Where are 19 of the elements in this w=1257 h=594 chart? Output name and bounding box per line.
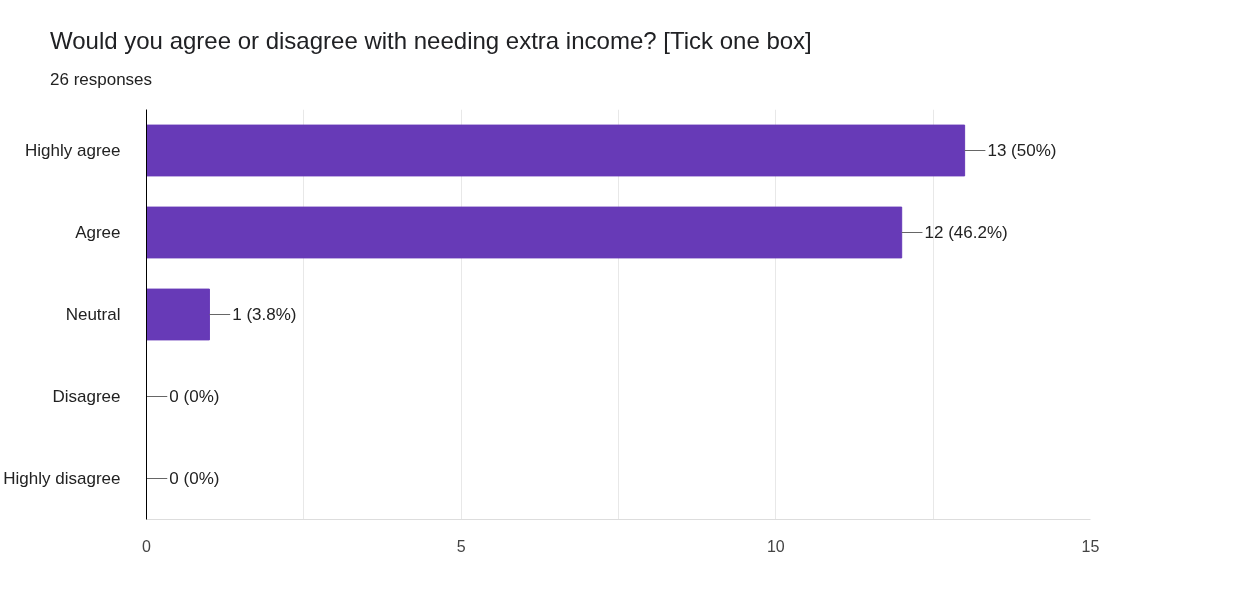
x-tick-label: 10 xyxy=(766,537,785,555)
bar xyxy=(146,288,210,341)
x-tick-label: 0 xyxy=(142,537,152,555)
bar xyxy=(146,124,966,177)
data-label: 0 (0%) xyxy=(169,387,220,406)
chart-title: Would you agree or disagree with needing extra income? [Tick one box] xyxy=(50,26,812,56)
bar xyxy=(146,206,903,259)
x-tick-label: 15 xyxy=(1081,537,1100,555)
y-tick-label: Agree xyxy=(75,223,121,242)
x-tick-label: 5 xyxy=(456,537,466,555)
chart-subtitle: 26 responses xyxy=(50,69,153,91)
y-tick-label: Highly disagree xyxy=(3,469,121,488)
y-tick-label: Disagree xyxy=(52,387,121,406)
data-label: 1 (3.8%) xyxy=(232,305,297,324)
data-label: 13 (50%) xyxy=(987,141,1057,160)
data-label: 0 (0%) xyxy=(169,469,220,488)
y-tick-label: Neutral xyxy=(65,305,121,324)
data-label: 12 (46.2%) xyxy=(924,223,1008,242)
y-tick-label: Highly agree xyxy=(25,141,121,160)
